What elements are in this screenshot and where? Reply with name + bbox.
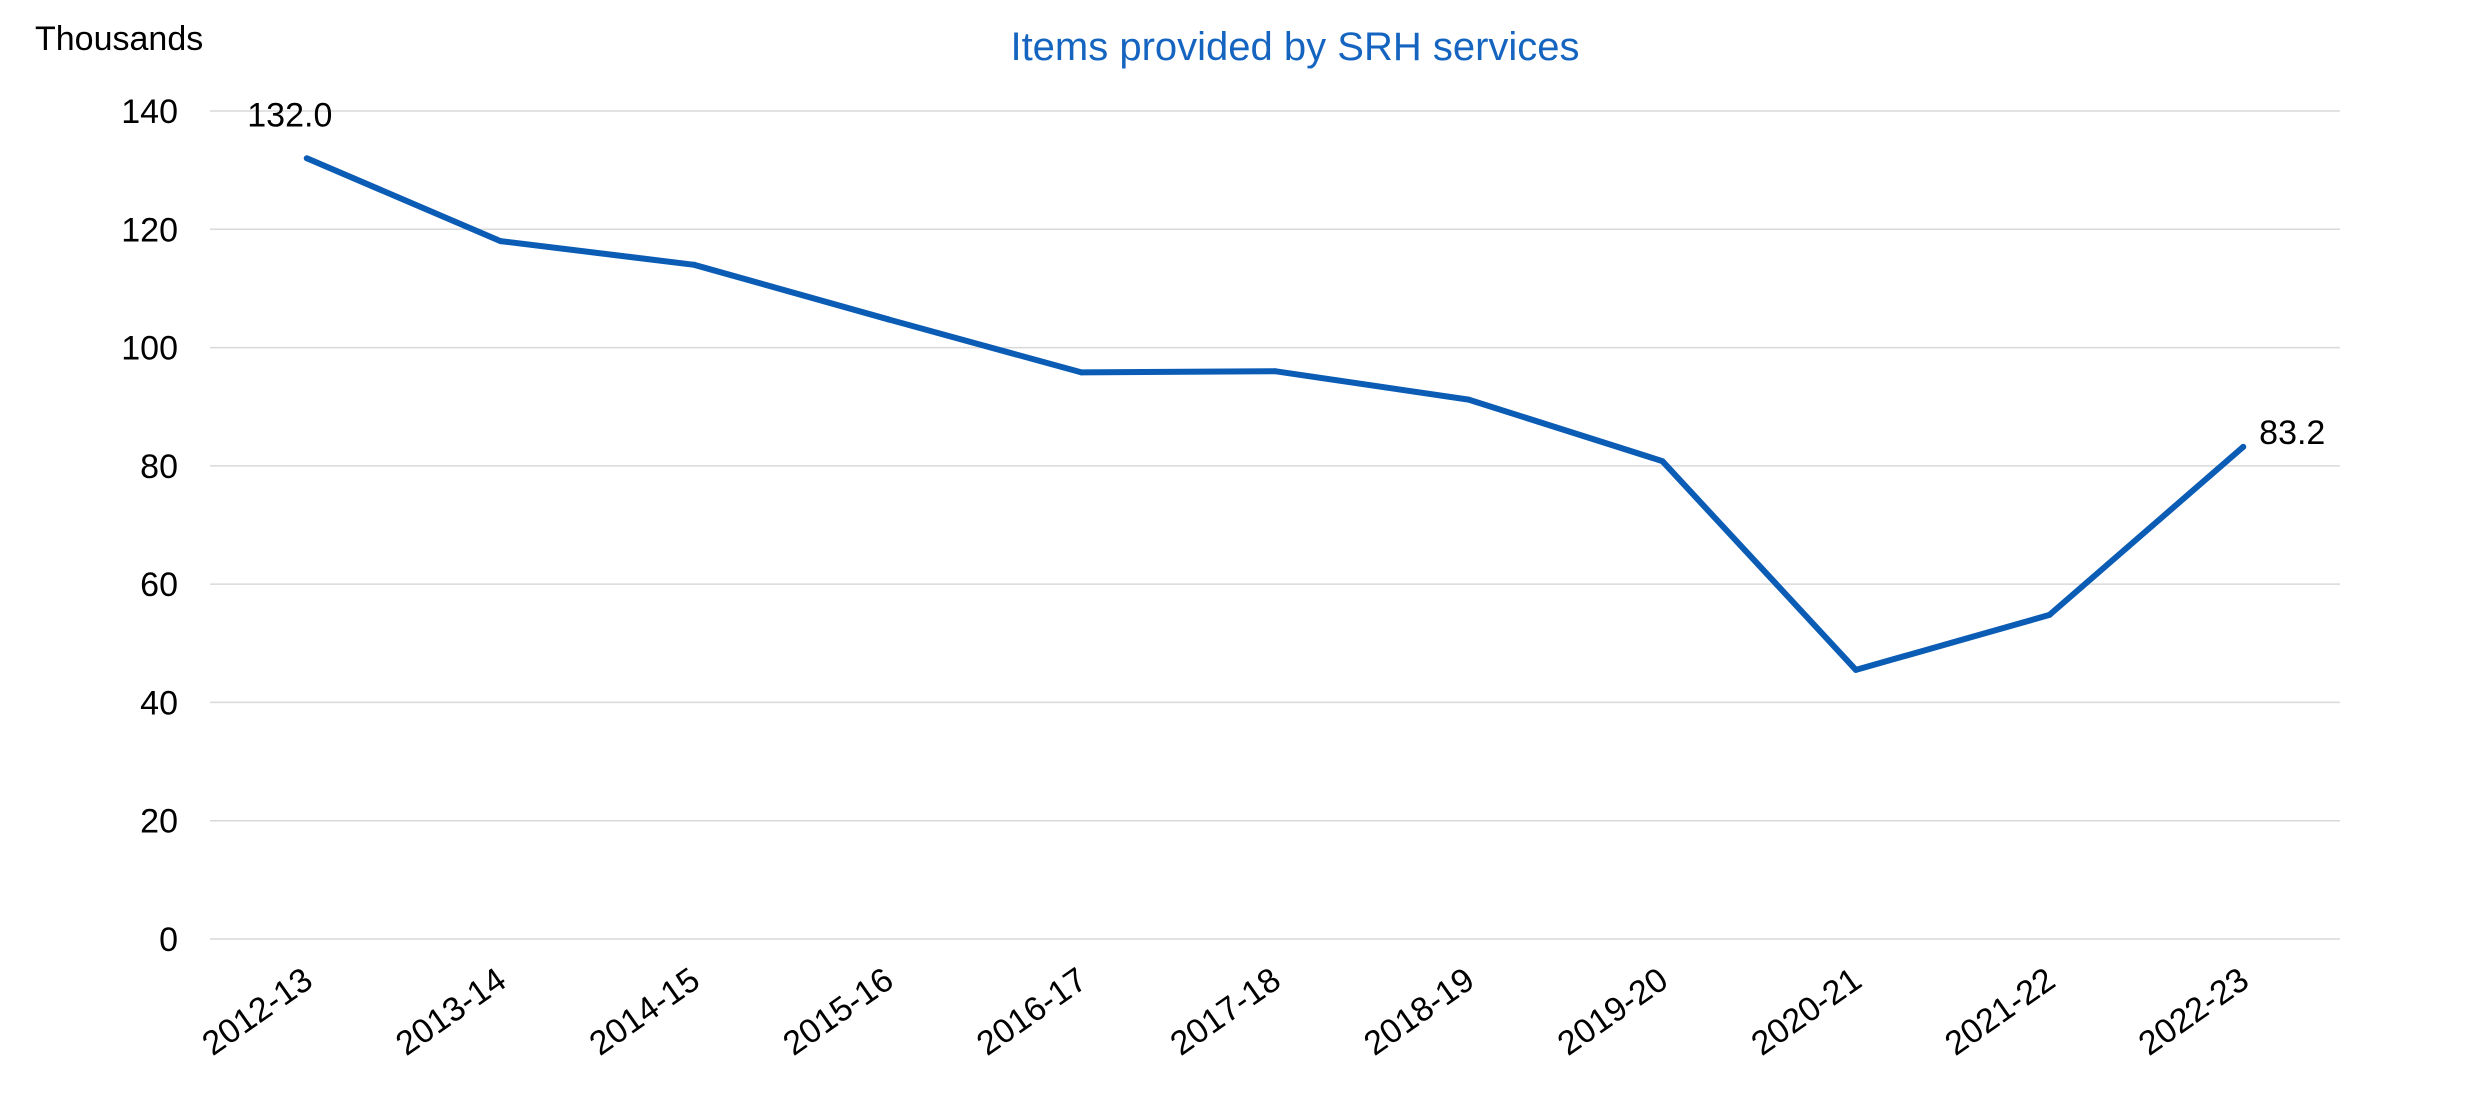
y-tick-label: 100 xyxy=(121,330,178,368)
x-tick-label: 2018-19 xyxy=(1357,960,1481,1063)
data-point-2021-22 xyxy=(2046,611,2053,618)
x-tick-label: 2015-16 xyxy=(776,960,900,1063)
y-tick-label: 40 xyxy=(140,684,178,722)
x-tick-label: 2012-13 xyxy=(195,960,319,1063)
data-point-2022-23 xyxy=(2240,443,2247,450)
data-labels: 132.0 83.2 xyxy=(247,96,2325,452)
data-point-2018-19 xyxy=(1465,396,1472,403)
data-point-2012-13 xyxy=(303,155,310,162)
series-line xyxy=(303,155,2247,673)
x-tick-label: 2016-17 xyxy=(970,960,1094,1063)
data-point-2016-17 xyxy=(1078,369,1085,376)
x-tick-label: 2013-14 xyxy=(389,960,513,1063)
y-tick-label: 20 xyxy=(140,803,178,841)
data-point-2019-20 xyxy=(1659,458,1666,465)
chart-title: Items provided by SRH services xyxy=(1010,25,1579,69)
y-tick-label: 60 xyxy=(140,566,178,604)
y-tick-label: 140 xyxy=(121,93,178,131)
data-point-2013-14 xyxy=(497,238,504,245)
series-layer xyxy=(303,155,2247,673)
x-tick-label: 2014-15 xyxy=(583,960,707,1063)
y-tick-label: 80 xyxy=(140,448,178,486)
x-tick-label: 2021-22 xyxy=(1938,960,2062,1063)
data-point-2015-16 xyxy=(884,316,891,323)
y-tick-label: 0 xyxy=(159,921,178,959)
data-label: 83.2 xyxy=(2259,414,2325,452)
x-tick-label: 2022-23 xyxy=(2132,960,2256,1063)
y-axis-label: Thousands xyxy=(35,20,203,58)
x-tick-label: 2019-20 xyxy=(1551,960,1675,1063)
x-tick-label: 2017-18 xyxy=(1164,960,1288,1063)
y-axis-ticks: 0 20 40 60 80 100 120 140 xyxy=(121,93,178,959)
x-tick-label: 2020-21 xyxy=(1744,960,1868,1063)
y-tick-label: 120 xyxy=(121,211,178,249)
data-point-2020-21 xyxy=(1852,666,1859,673)
data-point-2017-18 xyxy=(1272,368,1278,375)
data-label: 132.0 xyxy=(247,96,332,134)
data-point-2014-15 xyxy=(691,261,698,268)
x-axis-ticks: 2012-13 2013-14 2014-15 2015-16 2016-17 2017-… xyxy=(195,960,2255,1063)
gridlines xyxy=(210,110,2340,940)
